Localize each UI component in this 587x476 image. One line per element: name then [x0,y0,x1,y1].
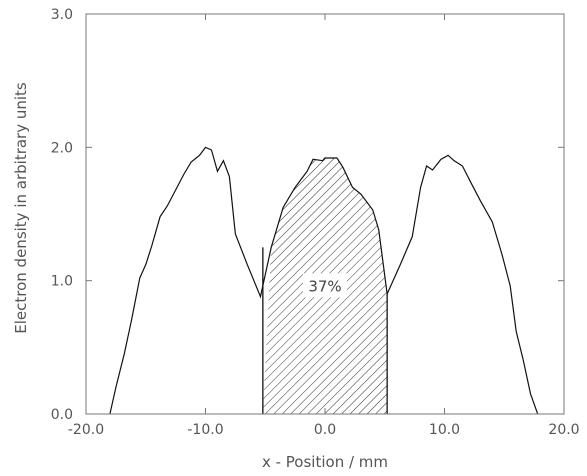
y-axis-label: Electron density in arbitrary units [12,82,30,334]
x-tick-label: 10.0 [429,422,460,438]
y-tick-label: 1.0 [51,274,73,290]
annotation-background [303,273,347,298]
x-tick-label: -10.0 [187,422,223,438]
x-tick-label: 20.0 [548,422,579,438]
y-tick-label: 3.0 [51,7,73,23]
y-tick-label: 0.0 [51,407,73,423]
density-curve [109,146,539,414]
y-tick-label: 2.0 [51,140,73,156]
x-axis-label: x - Position / mm [262,453,388,471]
x-tick-label: -20.0 [68,422,104,438]
x-tick-label: 0.0 [314,422,336,438]
shaded-area-percentage-label: 37% [308,277,341,295]
